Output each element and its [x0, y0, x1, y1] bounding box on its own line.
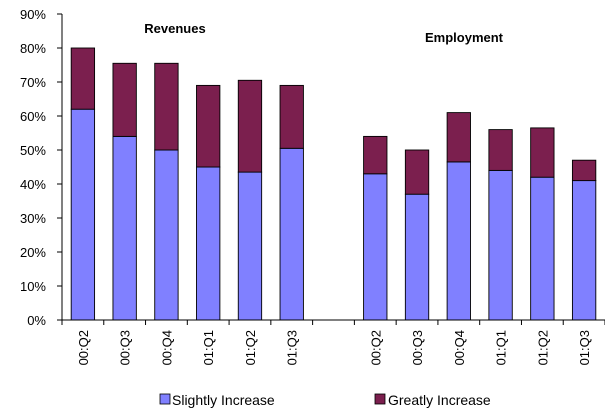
y-tick-label: 70% [20, 75, 46, 90]
y-tick-label: 80% [20, 41, 46, 56]
bar-segment-slightly [530, 176, 555, 321]
bar-segment-greatly [571, 159, 597, 182]
bar-segment-greatly [279, 84, 304, 149]
x-axis: 00:Q2 00:Q3 00:Q4 01:Q1 01:Q2 01:Q3 00:Q2 00:Q3… [61, 319, 605, 365]
bar-segment-greatly [237, 79, 263, 173]
y-tick-label: 20% [20, 245, 46, 260]
x-tick-label: 00:Q4 [159, 330, 174, 365]
bar-segment-greatly [530, 127, 555, 178]
y-axis: 0% 10% 20% 30% 40% 50% 60% 70% 80% 90% [20, 7, 63, 328]
bar-segment-slightly [446, 161, 471, 321]
bar-segment-greatly [488, 129, 513, 171]
y-tick-label: 10% [20, 279, 46, 294]
x-tick-label: 01:Q2 [535, 330, 550, 365]
legend-label-slightly-increase: Slightly Increase [172, 392, 275, 408]
x-tick-label: 00:Q4 [452, 330, 467, 365]
group-title-employment: Employment [425, 30, 504, 45]
x-tick-label: 01:Q3 [285, 330, 300, 365]
x-tick-label: 01:Q2 [243, 330, 258, 365]
bar-segment-greatly [446, 112, 471, 163]
y-tick-label: 30% [20, 211, 46, 226]
bar-segment-greatly [154, 62, 179, 151]
bar-segment-slightly [363, 173, 388, 321]
y-tick-label: 90% [20, 7, 46, 22]
x-tick-label: 01:Q3 [577, 330, 592, 365]
group-titles: Revenues Employment [144, 21, 503, 45]
bars [70, 47, 597, 321]
bar-segment-slightly [154, 149, 179, 321]
x-tick-label: 01:Q1 [494, 330, 509, 365]
bar-segment-greatly [404, 149, 430, 195]
y-tick-label: 50% [20, 143, 46, 158]
legend: Slightly Increase Greatly Increase [159, 392, 491, 408]
bar-segment-greatly [363, 135, 388, 175]
bar-segment-greatly [70, 47, 96, 110]
legend-label-greatly-increase: Greatly Increase [388, 392, 491, 408]
x-tick-label: 00:Q3 [118, 330, 133, 365]
x-tick-label: 01:Q1 [201, 330, 216, 365]
x-tick-label: 00:Q3 [410, 330, 425, 365]
y-tick-label: 60% [20, 109, 46, 124]
bar-segment-greatly [196, 84, 221, 168]
legend-swatch-slightly-increase [159, 393, 171, 405]
bar-segment-slightly [196, 166, 221, 321]
bar-segment-slightly [70, 108, 96, 321]
x-tick-label: 00:Q2 [76, 330, 91, 365]
y-tick-label: 0% [27, 313, 46, 328]
bar-segment-slightly [279, 147, 304, 321]
bar-segment-slightly [237, 171, 263, 321]
bar-segment-slightly [488, 169, 513, 321]
bar-segment-slightly [404, 193, 430, 321]
bar-segment-slightly [112, 135, 137, 321]
x-tick-label: 00:Q2 [368, 330, 383, 365]
y-tick-label: 40% [20, 177, 46, 192]
legend-swatch-greatly-increase [374, 393, 386, 405]
group-title-revenues: Revenues [144, 21, 205, 36]
bar-segment-slightly [571, 180, 597, 321]
bar-segment-greatly [112, 62, 137, 137]
